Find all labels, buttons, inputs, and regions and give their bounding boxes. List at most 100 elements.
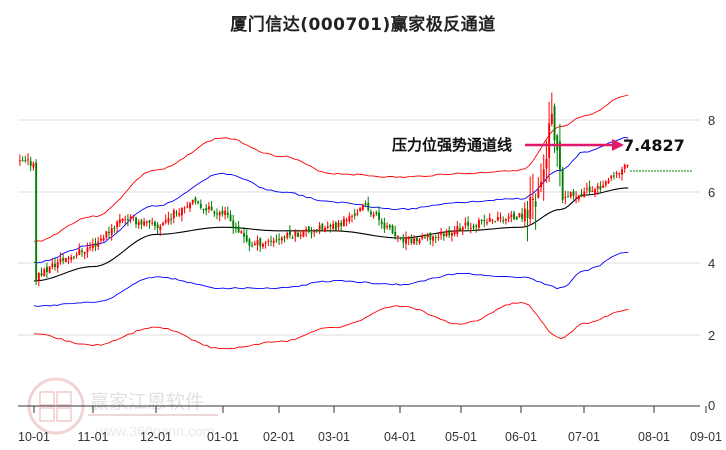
candle-up: [499, 217, 502, 219]
annotation-label: 压力位强势通道线: [392, 136, 512, 154]
candle-down: [62, 258, 65, 261]
candle-down: [154, 222, 156, 227]
candle-down: [289, 231, 291, 236]
x-tick-label: 02-01: [263, 430, 295, 444]
candle-down: [521, 213, 524, 219]
candle-up: [418, 239, 421, 244]
candle-up: [596, 186, 599, 189]
candle-down: [316, 229, 318, 232]
candle-up: [86, 247, 89, 253]
candle-up: [426, 234, 429, 238]
candle-up: [540, 181, 542, 188]
candle-up: [615, 173, 618, 175]
candle-down: [283, 237, 286, 239]
candle-up: [626, 164, 629, 167]
x-tick-label: 04-01: [384, 430, 416, 444]
gridlines: [18, 119, 700, 336]
candle-down: [127, 219, 129, 221]
candle-up: [78, 249, 81, 255]
candle-up: [491, 219, 494, 221]
candle-up: [137, 221, 140, 226]
candle-up: [359, 207, 362, 212]
candle-down: [380, 221, 383, 224]
y-tick-6: 6: [708, 185, 715, 200]
arrow-right-icon: [612, 139, 624, 151]
candle-down: [321, 223, 324, 230]
chart-title: 厦门信达(000701)赢家极反通道: [230, 15, 496, 35]
candle-down: [502, 219, 505, 222]
watermark: 赢家江恩软件 www.360gann.com: [27, 377, 218, 439]
candle-down: [210, 206, 213, 211]
candle-up: [267, 240, 270, 242]
inner-lower-blue-line: [33, 251, 629, 307]
candle-down: [442, 233, 445, 237]
candle-up: [286, 232, 289, 238]
candle-up: [348, 215, 351, 222]
x-tick-label: 08-01: [638, 430, 670, 444]
candle-up: [37, 272, 40, 281]
inner-upper-blue-line: [33, 137, 629, 264]
candle-down: [259, 238, 262, 247]
candle-up: [51, 263, 54, 267]
y-tick-4: 4: [708, 256, 715, 271]
candle-up: [469, 227, 472, 229]
candle-up: [564, 197, 567, 199]
candle-down: [213, 211, 216, 214]
x-tick-label: 11-01: [77, 430, 108, 444]
candle-down: [378, 212, 380, 220]
candle-up: [91, 244, 94, 249]
candle-up: [440, 231, 443, 235]
candle-down: [415, 237, 418, 242]
candle-down: [113, 227, 116, 229]
candle-up: [594, 189, 596, 194]
candle-up: [586, 188, 588, 190]
candle-down: [226, 212, 229, 215]
candle-up: [577, 195, 580, 200]
candle-up: [162, 222, 164, 226]
candle-up: [67, 257, 70, 259]
candle-down: [251, 245, 254, 247]
candle-up: [302, 230, 305, 237]
candle-up: [272, 240, 275, 243]
outer-upper-red-line: [33, 94, 629, 242]
x-tick-label: 03-01: [318, 430, 350, 444]
candle-down: [175, 212, 178, 214]
candle-down: [353, 213, 356, 216]
candle-up: [542, 169, 545, 182]
candle-up: [132, 216, 135, 218]
candle-down: [534, 201, 537, 207]
candle-up: [164, 220, 167, 223]
candle-down: [245, 235, 248, 242]
candle-down: [388, 224, 391, 228]
candle-up: [437, 236, 440, 238]
candle-up: [343, 218, 345, 226]
candle-down: [434, 237, 437, 239]
candle-down: [375, 212, 378, 214]
candle-down: [448, 230, 451, 236]
candle-down: [410, 238, 413, 244]
candle-up: [356, 213, 359, 215]
candle-up: [453, 231, 456, 235]
candle-down: [613, 175, 615, 177]
candle-up: [191, 199, 194, 204]
candle-up: [545, 158, 548, 169]
candle-down: [291, 237, 294, 239]
candle-up: [345, 219, 348, 221]
candle-down: [221, 210, 224, 215]
candle-up: [361, 204, 364, 210]
candle-up: [110, 228, 113, 235]
x-tick-label: 01-01: [207, 430, 239, 444]
candle-up: [550, 113, 553, 125]
candle-up: [351, 215, 353, 217]
candle-down: [216, 213, 218, 215]
candle-up: [575, 197, 578, 199]
candle-up: [97, 241, 100, 247]
candle-up: [324, 227, 326, 232]
x-axis: 10-01 11-01 12-01 01-01 02-01 03-01 04-01 05-01…: [18, 405, 722, 444]
candle-down: [108, 231, 110, 233]
candle-down: [475, 225, 478, 227]
candle-up: [505, 219, 507, 221]
candle-up: [145, 221, 148, 223]
candle-up: [623, 165, 626, 169]
